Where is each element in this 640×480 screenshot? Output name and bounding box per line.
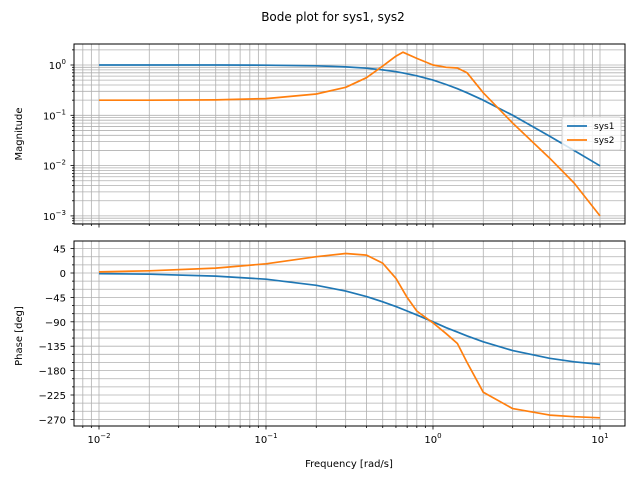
tick-label: 10−3: [43, 209, 66, 223]
tick-label: −90: [45, 318, 66, 329]
magnitude-ylabel: Magnitude: [14, 108, 25, 161]
tick-label: 10−1: [254, 432, 277, 446]
tick-label: −45: [45, 293, 66, 304]
legend: sys1 sys2: [561, 116, 622, 151]
magnitude-axes: 10−3 10−2 10−1 100: [43, 43, 626, 228]
tick-label: −135: [39, 342, 66, 353]
phase-axes: 45 0 −45 −90 −135 −180 −225 −270 10−2 10−1 100 101: [39, 240, 626, 446]
tick-label: 45: [53, 245, 66, 256]
legend-label-sys2: sys2: [594, 136, 614, 146]
legend-label-sys1: sys1: [594, 122, 614, 132]
magnitude-line-sys1: [99, 64, 601, 167]
frequency-xlabel: Frequency [rad/s]: [305, 459, 393, 470]
phase-ylabel: Phase [deg]: [14, 306, 25, 366]
tick-label: −180: [39, 367, 66, 378]
figure-title: Bode plot for sys1, sys2: [261, 10, 405, 24]
tick-label: 100: [49, 58, 66, 72]
tick-label: −225: [39, 391, 66, 402]
tick-label: 10−2: [43, 159, 66, 173]
phase-line-sys1: [98, 272, 601, 366]
tick-label: −270: [39, 415, 66, 426]
tick-label: 0: [60, 269, 66, 280]
magnitude-line-sys2: [99, 51, 601, 217]
tick-label: 10−1: [43, 108, 66, 122]
tick-label: 10−2: [87, 432, 110, 446]
tick-label: 100: [424, 432, 441, 446]
tick-label: 101: [591, 432, 608, 446]
phase-line-sys2: [98, 252, 601, 419]
